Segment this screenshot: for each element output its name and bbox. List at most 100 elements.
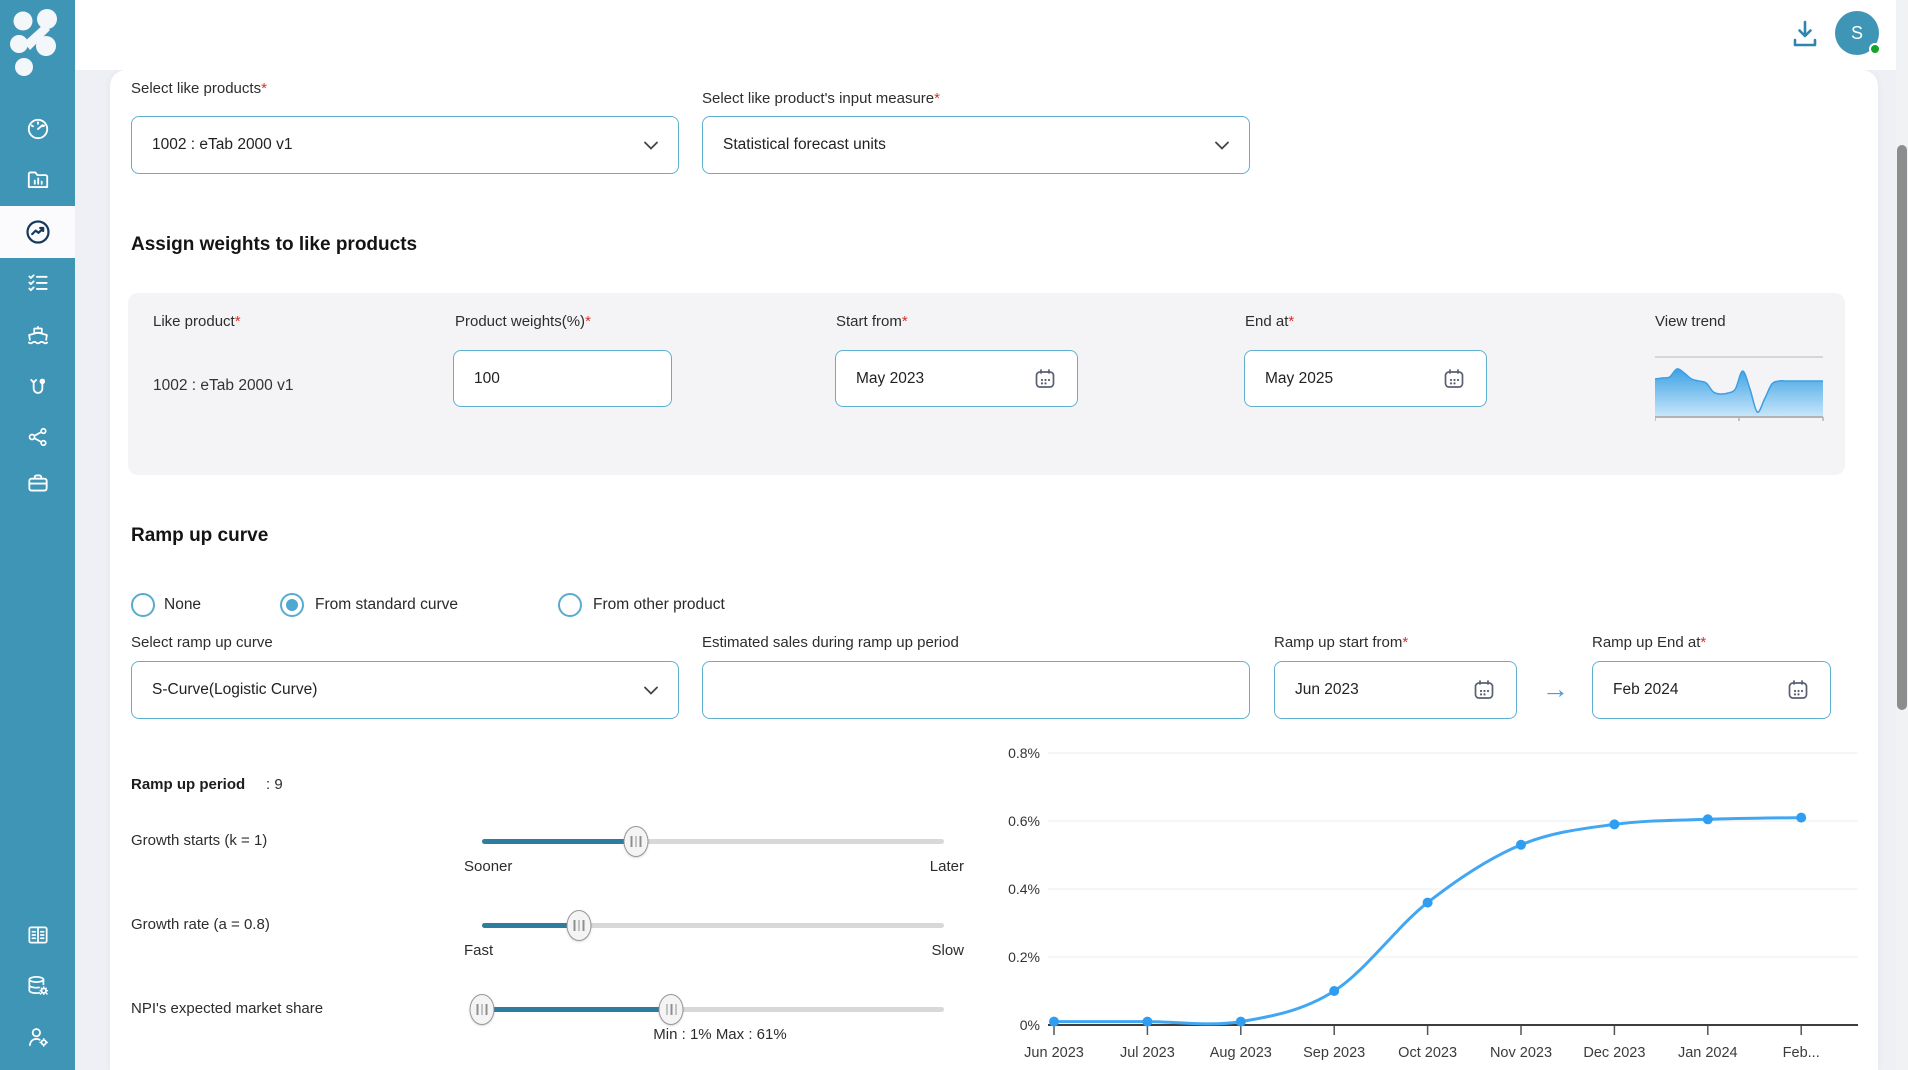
ramp-period-value: : 9 xyxy=(266,776,283,793)
scrollbar-thumb[interactable] xyxy=(1897,145,1907,710)
ramp-up-curve-chart: 0% 0.2% 0.4% 0.6% 0.8% Jun 2023 Jul 2023 Aug 20… xyxy=(1008,745,1858,1061)
svg-text:Oct 2023: Oct 2023 xyxy=(1398,1045,1457,1061)
top-bar xyxy=(75,0,1896,70)
like-products-value: 1002 : eTab 2000 v1 xyxy=(152,136,293,153)
growth-rate-handle[interactable] xyxy=(566,910,592,941)
growth-starts-handle[interactable] xyxy=(623,826,649,857)
growth-starts-hints: Sooner Later xyxy=(464,858,964,875)
svg-text:Dec 2023: Dec 2023 xyxy=(1583,1045,1645,1061)
input-measure-select[interactable]: Statistical forecast units xyxy=(702,116,1250,174)
calendar-icon[interactable] xyxy=(1786,678,1810,702)
app-logo[interactable] xyxy=(6,6,70,78)
download-icon[interactable] xyxy=(1789,17,1821,51)
svg-text:Feb...: Feb... xyxy=(1783,1045,1820,1061)
growth-rate-slider[interactable] xyxy=(482,910,944,941)
like-product-value: 1002 : eTab 2000 v1 xyxy=(153,377,294,394)
start-from-date-field[interactable]: May 2023 xyxy=(835,350,1078,407)
svg-text:Jul 2023: Jul 2023 xyxy=(1120,1045,1175,1061)
avatar-initial: S xyxy=(1850,22,1863,43)
slider-market-share-label: NPI's expected market share xyxy=(131,1000,324,1017)
input-measure-value: Statistical forecast units xyxy=(723,136,886,153)
view-trend-sparkline[interactable] xyxy=(1655,351,1827,425)
sidebar-item-supply[interactable] xyxy=(0,315,75,355)
col-like-product: Like product* xyxy=(153,313,241,330)
ramp-start-value: Jun 2023 xyxy=(1295,681,1359,698)
calendar-icon[interactable] xyxy=(1033,367,1057,391)
sidebar-item-user-settings[interactable] xyxy=(0,1017,75,1057)
col-end-at: End at* xyxy=(1245,313,1295,330)
curve-select-label: Select ramp up curve xyxy=(131,634,273,651)
calendar-icon[interactable] xyxy=(1442,367,1466,391)
end-at-date-field[interactable]: May 2025 xyxy=(1244,350,1487,407)
content-panel: Select like products* 1002 : eTab 2000 v… xyxy=(110,70,1878,1070)
like-products-select[interactable]: 1002 : eTab 2000 v1 xyxy=(131,116,679,174)
sidebar-item-business[interactable] xyxy=(0,463,75,503)
chevron-down-icon xyxy=(644,141,658,150)
radio-none-label[interactable]: None xyxy=(164,596,202,613)
ramp-section-title: Ramp up curve xyxy=(131,525,269,546)
radio-standard-curve[interactable] xyxy=(280,593,304,617)
sidebar-item-route[interactable] xyxy=(0,367,75,407)
checklist-icon xyxy=(27,274,48,292)
estimated-sales-input[interactable] xyxy=(723,681,1229,699)
estimated-sales-label: Estimated sales during ramp up period xyxy=(702,634,959,651)
start-from-value: May 2023 xyxy=(856,369,925,387)
route-icon xyxy=(29,378,45,394)
svg-text:0.8%: 0.8% xyxy=(1008,745,1040,761)
sidebar-item-checklist[interactable] xyxy=(0,263,75,303)
growth-rate-hints: Fast Slow xyxy=(464,942,964,959)
ramp-end-label: Ramp up End at* xyxy=(1592,634,1707,651)
like-products-label: Select like products* xyxy=(131,80,267,97)
calendar-icon[interactable] xyxy=(1472,678,1496,702)
ramp-period-label: Ramp up period xyxy=(131,776,246,793)
product-weight-field[interactable] xyxy=(453,350,672,407)
radio-none[interactable] xyxy=(131,593,155,617)
radio-standard-curve-label[interactable]: From standard curve xyxy=(315,596,458,613)
svg-text:Aug 2023: Aug 2023 xyxy=(1210,1045,1272,1061)
sidebar-item-forecast-active[interactable] xyxy=(0,206,75,258)
sidebar xyxy=(0,0,75,1070)
growth-starts-slider[interactable] xyxy=(482,826,944,857)
scrollbar-track[interactable] xyxy=(1896,0,1908,1070)
svg-text:Jan 2024: Jan 2024 xyxy=(1678,1045,1738,1061)
ship-icon xyxy=(27,326,48,345)
svg-text:Jun 2023: Jun 2023 xyxy=(1024,1045,1084,1061)
market-share-max-handle[interactable] xyxy=(658,994,684,1025)
market-share-range-slider[interactable] xyxy=(469,994,944,1025)
ramp-start-date-field[interactable]: Jun 2023 xyxy=(1274,661,1517,719)
radio-other-product-label[interactable]: From other product xyxy=(593,596,725,613)
avatar[interactable]: S xyxy=(1835,11,1881,55)
estimated-sales-field[interactable] xyxy=(702,661,1250,719)
svg-text:0%: 0% xyxy=(1020,1017,1040,1033)
product-weight-input[interactable] xyxy=(474,369,651,388)
end-at-value: May 2025 xyxy=(1265,369,1334,387)
sidebar-item-dashboard[interactable] xyxy=(0,109,75,149)
briefcase-icon xyxy=(27,474,48,492)
user-settings-icon xyxy=(28,1028,48,1047)
share-network-icon xyxy=(28,427,47,447)
weights-section-title: Assign weights to like products xyxy=(131,234,418,255)
col-weights: Product weights(%)* xyxy=(455,313,591,330)
ramp-curve-select[interactable]: S-Curve(Logistic Curve) xyxy=(131,661,679,719)
ramp-end-date-field[interactable]: Feb 2024 xyxy=(1592,661,1831,719)
svg-text:Sep 2023: Sep 2023 xyxy=(1303,1045,1365,1061)
slider-growth-rate-label: Growth rate (a = 0.8) xyxy=(131,916,270,933)
sidebar-item-reports[interactable] xyxy=(0,915,75,955)
sidebar-item-portfolio[interactable] xyxy=(0,160,75,200)
radio-other-product[interactable] xyxy=(558,593,582,617)
svg-text:0.6%: 0.6% xyxy=(1008,813,1040,829)
weights-card: Like product* Product weights(%)* Start … xyxy=(128,293,1845,475)
market-share-min-handle[interactable] xyxy=(469,994,495,1025)
database-settings-icon xyxy=(27,976,48,996)
report-icon xyxy=(27,926,48,944)
col-view-trend: View trend xyxy=(1655,313,1726,330)
sidebar-item-data-settings[interactable] xyxy=(0,966,75,1006)
gauge-icon xyxy=(27,118,48,140)
market-share-minmax: Min : 1% Max : 61% xyxy=(653,1026,787,1043)
sidebar-item-network[interactable] xyxy=(0,417,75,457)
online-status-dot xyxy=(1869,43,1881,55)
forecast-trend-icon xyxy=(25,220,50,244)
chevron-down-icon xyxy=(1215,141,1229,150)
arrow-right-icon: → xyxy=(1542,674,1569,704)
chevron-down-icon xyxy=(644,686,658,695)
